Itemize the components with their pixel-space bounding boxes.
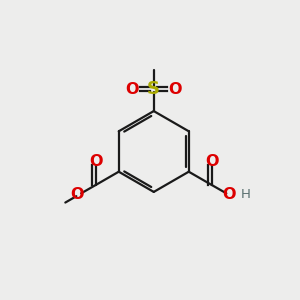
Text: O: O: [205, 154, 218, 169]
Text: S: S: [147, 80, 160, 98]
Text: O: O: [125, 82, 139, 97]
Text: H: H: [241, 188, 251, 201]
Text: O: O: [223, 187, 236, 202]
Text: O: O: [89, 154, 103, 169]
Text: O: O: [169, 82, 182, 97]
Text: O: O: [71, 187, 84, 202]
